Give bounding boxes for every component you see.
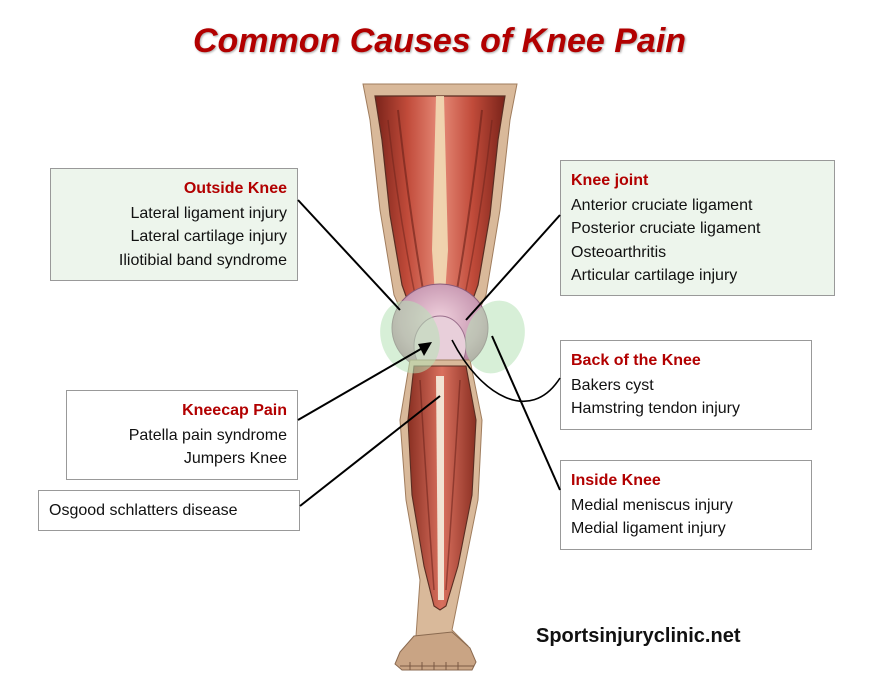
label-back-of-knee: Back of the Knee Bakers cyst Hamstring t… (560, 340, 812, 430)
label-item: Anterior cruciate ligament (571, 194, 824, 217)
label-outside-knee: Outside Knee Lateral ligament injury Lat… (50, 168, 298, 281)
label-header: Knee joint (571, 169, 824, 192)
label-item: Medial meniscus injury (571, 494, 801, 517)
label-item: Medial ligament injury (571, 517, 801, 540)
label-item: Articular cartilage injury (571, 264, 824, 287)
label-item: Patella pain syndrome (77, 424, 287, 447)
label-osgood: Osgood schlatters disease (38, 490, 300, 531)
label-knee-joint: Knee joint Anterior cruciate ligament Po… (560, 160, 835, 296)
label-item: Hamstring tendon injury (571, 397, 801, 420)
label-item: Posterior cruciate ligament (571, 217, 824, 240)
label-item: Bakers cyst (571, 374, 801, 397)
label-header: Outside Knee (61, 177, 287, 200)
page-title: Common Causes of Knee Pain (0, 22, 879, 61)
attribution: Sportsinjuryclinic.net (536, 625, 740, 648)
label-item: Lateral cartilage injury (61, 225, 287, 248)
label-header: Kneecap Pain (77, 399, 287, 422)
label-item: Osteoarthritis (571, 241, 824, 264)
label-header: Inside Knee (571, 469, 801, 492)
label-header: Back of the Knee (571, 349, 801, 372)
label-item: Lateral ligament injury (61, 202, 287, 225)
label-item: Jumpers Knee (77, 447, 287, 470)
label-inside-knee: Inside Knee Medial meniscus injury Media… (560, 460, 812, 550)
label-kneecap-pain: Kneecap Pain Patella pain syndrome Jumpe… (66, 390, 298, 480)
label-item: Iliotibial band syndrome (61, 249, 287, 272)
label-item: Osgood schlatters disease (49, 499, 289, 522)
